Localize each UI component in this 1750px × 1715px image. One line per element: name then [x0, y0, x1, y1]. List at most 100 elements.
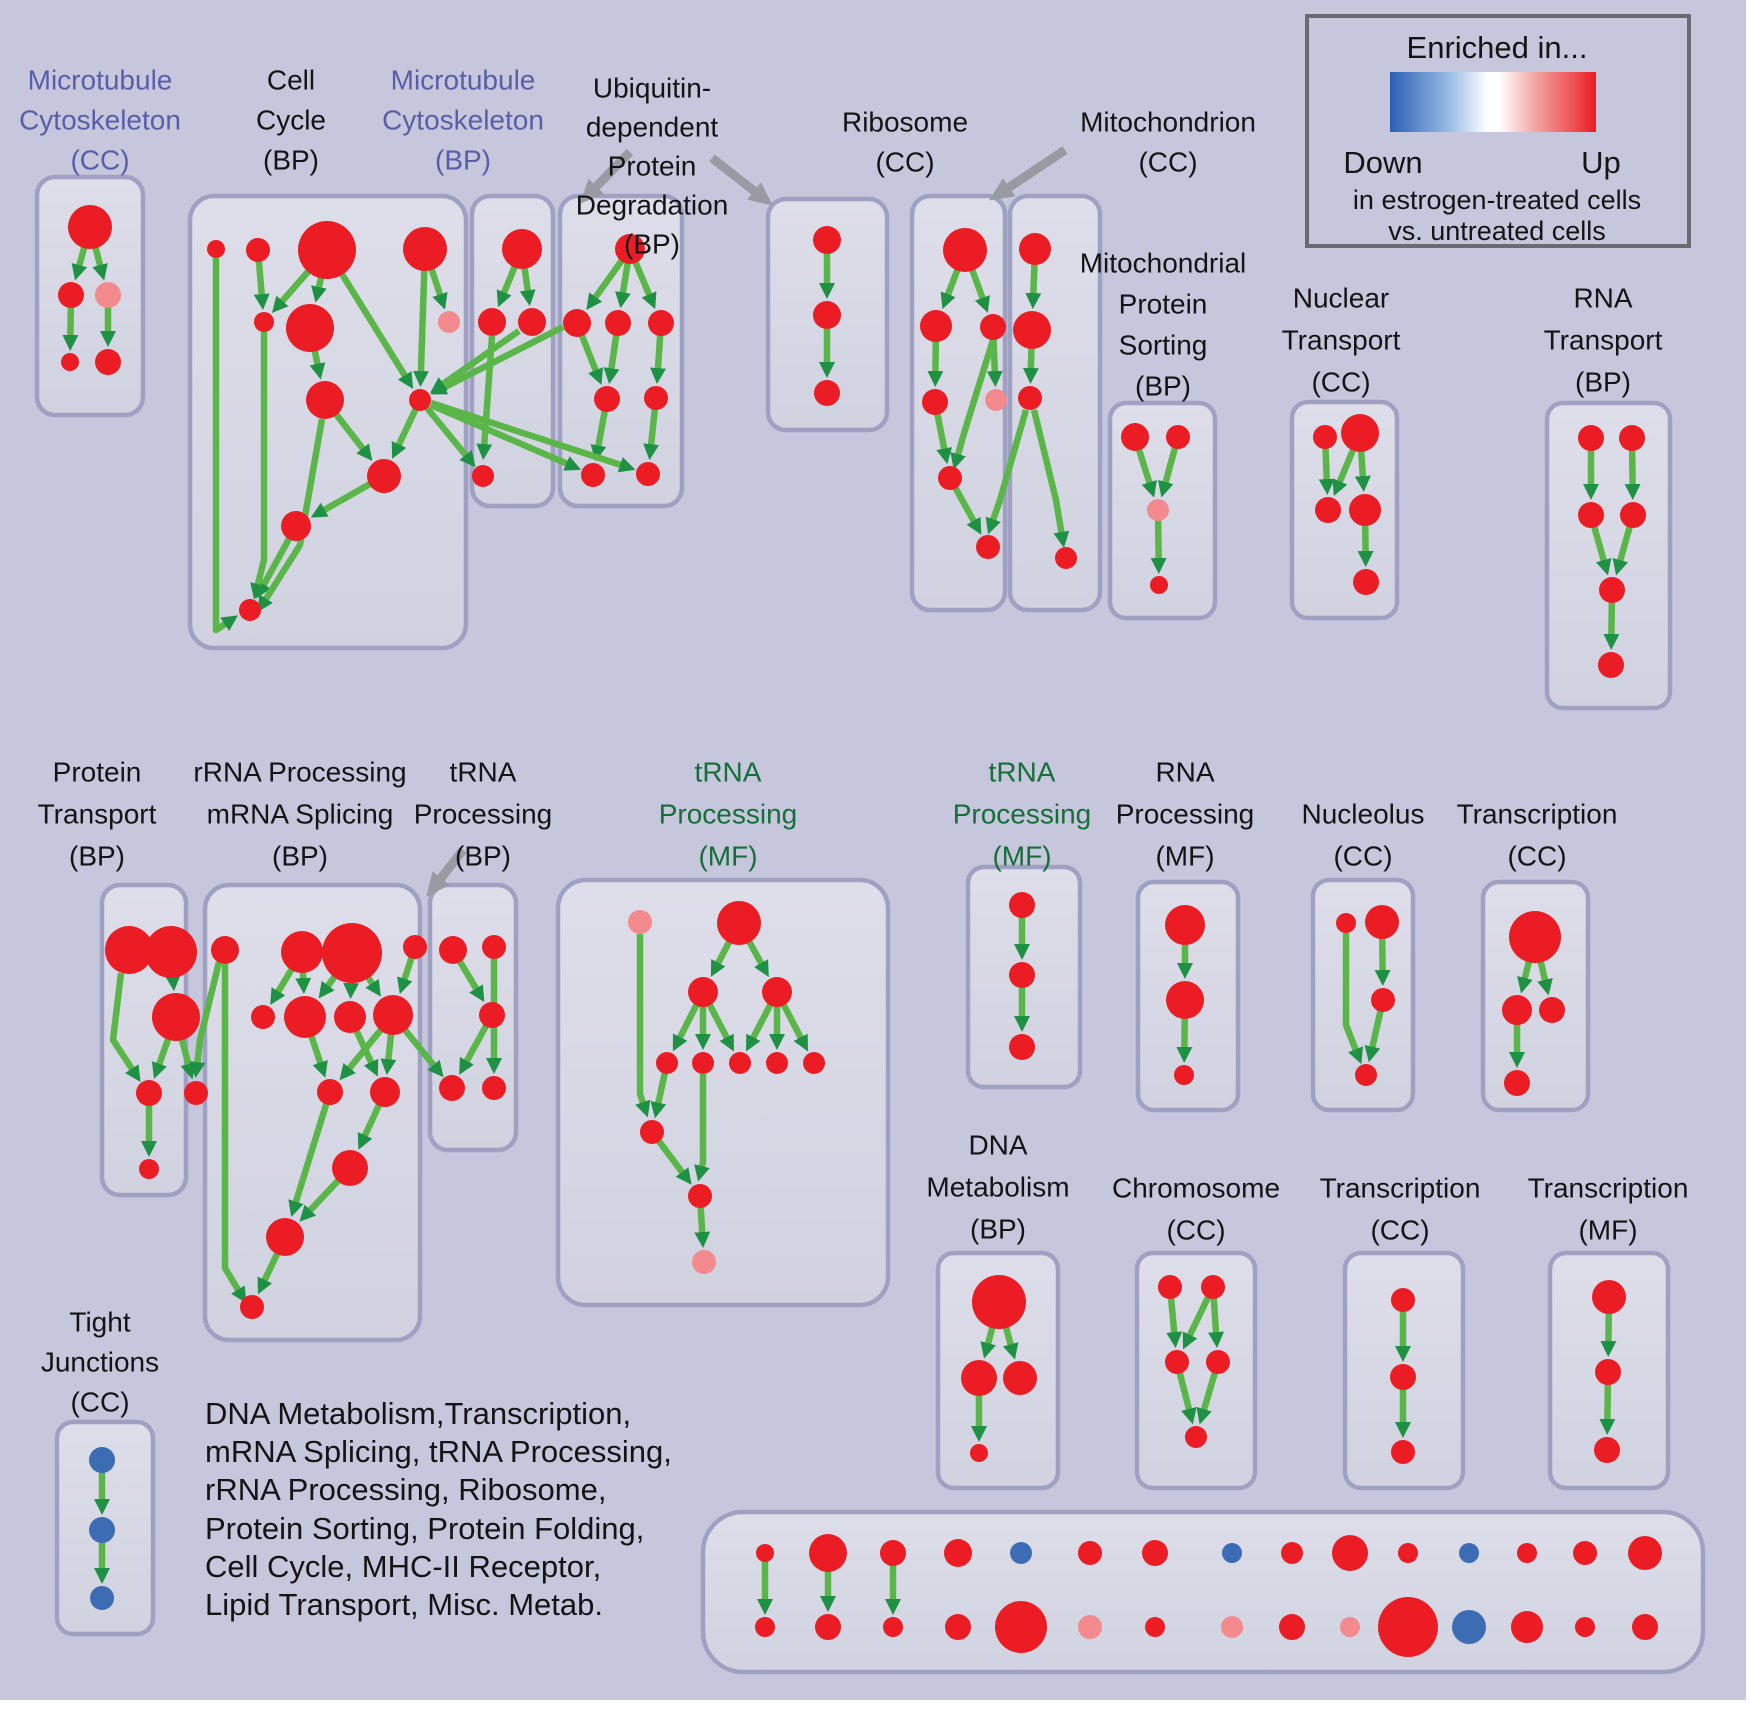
trna-bp-label: Processing [414, 799, 553, 830]
legend-gradient-bar [1390, 72, 1596, 132]
cell-cycle-edge [212, 258, 238, 634]
shared-terms-node-27 [1511, 1611, 1543, 1643]
chromosome-cc-node-0 [1158, 1275, 1182, 1299]
shared-terms-node-25 [1378, 1597, 1438, 1657]
protein-transport-edge [151, 1036, 172, 1079]
ubiquitin-label: Ubiquitin- [593, 73, 711, 104]
nuclear-transport-node-3 [1349, 494, 1381, 526]
cross-cluster-edge [429, 399, 636, 473]
cell-cycle-node-8 [409, 389, 431, 411]
trna-mf-a-edge [694, 1205, 711, 1249]
trna-mf-a-node-8 [803, 1052, 825, 1074]
protein-transport-label: (BP) [69, 841, 125, 872]
ubiquitin-b-node-1 [813, 301, 841, 329]
ubiquitin-a-edge [590, 409, 609, 462]
nuclear-transport-node-4 [1353, 569, 1379, 595]
transcription-cc-a-node-3 [1504, 1070, 1530, 1096]
chromosome-label: Chromosome [1112, 1173, 1280, 1204]
cell-cycle-edge [311, 275, 327, 303]
nucleolus-cc-node-1 [1365, 905, 1399, 939]
cell-cycle-edge [310, 480, 373, 518]
shared-terms-node-8 [1281, 1542, 1303, 1564]
transcription-cc-b-node-0 [1391, 1288, 1415, 1312]
microtubule-bp-label: (BP) [435, 145, 491, 176]
mitochondrion-cc-edge [1025, 262, 1042, 310]
shared-terms-node-29 [1632, 1614, 1658, 1640]
trna-mf-a-edge [706, 1002, 734, 1052]
trna-mf-b-label: tRNA [989, 757, 1056, 788]
protein-transport-node-2 [152, 993, 200, 1041]
rrna-mrna-label: (BP) [272, 841, 328, 872]
ubiquitin-a-node-1 [563, 309, 591, 337]
trna-mf-a-edge [635, 934, 651, 1118]
cell-cycle-edge [257, 418, 326, 613]
tight-junctions-label: Junctions [41, 1347, 159, 1378]
rrna-mrna-node-12 [240, 1295, 264, 1319]
legend: Enriched in... Down Up in estrogen-treat… [1305, 14, 1691, 248]
ubiquitin-a-node-4 [594, 386, 620, 412]
legend-caption-line2: vs. untreated cells [1388, 216, 1606, 246]
microtubule-cc-node-2 [95, 282, 121, 308]
cell-cycle-node-10 [281, 511, 311, 541]
cell-cycle-edge [332, 411, 373, 461]
mitochondrion-cc-node-0 [1019, 233, 1051, 265]
shared-terms-node-10 [1398, 1543, 1418, 1563]
ribosome-cc-node-2 [980, 314, 1006, 340]
legend-down-label: Down [1343, 145, 1422, 180]
microtubule-cc-node-0 [68, 205, 112, 249]
ubiquitin-a-node-6 [581, 463, 605, 487]
rrna-mrna-edge [318, 973, 339, 999]
rrna-mrna-node-11 [266, 1218, 304, 1256]
transcription-mf-edge [1599, 1382, 1616, 1436]
rrna-mrna-edge [380, 1032, 397, 1076]
trna-mf-a-box [555, 877, 891, 1308]
misc-line: DNA Metabolism,Transcription, [205, 1396, 631, 1431]
mito-sorting-label: Protein [1119, 289, 1208, 320]
rrna-mrna-node-8 [317, 1079, 343, 1105]
cross-cluster-edge [424, 405, 476, 468]
chromosome-cc-edge [1166, 1296, 1183, 1349]
chromosome-label: (CC) [1166, 1215, 1225, 1246]
rrna-mrna-node-3 [403, 935, 427, 959]
transcription-cc-a-label: (CC) [1507, 841, 1566, 872]
chromosome-cc-node-3 [1206, 1350, 1230, 1374]
trna-mf-a-edge [650, 1071, 669, 1119]
ubiquitin-a-edge [643, 407, 660, 461]
chromosome-cc-edge [1208, 1296, 1224, 1349]
ribosome-cc-node-6 [976, 535, 1000, 559]
trna-bp-edge [456, 958, 485, 1003]
rrna-mrna-node-0 [211, 936, 239, 964]
trna-mf-a-node-7 [766, 1052, 788, 1074]
trna-bp-node-4 [482, 1076, 506, 1100]
rna-transport-label: Transport [1544, 325, 1663, 356]
cell-cycle-label: Cell [267, 65, 315, 96]
misc-line: Lipid Transport, Misc. Metab. [205, 1587, 603, 1622]
nucleolus-cc-edge [1364, 1009, 1384, 1063]
cross-cluster-edge [189, 961, 223, 1078]
microtubule-bp-label: Microtubule [391, 65, 536, 96]
shared-terms-node-11 [1459, 1543, 1479, 1563]
legend-caption-line1: in estrogen-treated cells [1353, 185, 1641, 215]
tight-junctions-node-2 [90, 1586, 114, 1610]
ubiquitin-a-edge [603, 333, 620, 385]
trna-mf-a-node-9 [640, 1120, 664, 1144]
ribosome-cc-node-4 [985, 389, 1007, 411]
trna-bp-label: tRNA [450, 757, 517, 788]
rna-transport-edge [1624, 448, 1641, 501]
label-pointer-arrow [989, 146, 1068, 201]
ubiquitin-a-edge [650, 333, 666, 385]
rna-processing-mf-label: Processing [1116, 799, 1255, 830]
microtubule-bp-node-1 [478, 308, 506, 336]
shared-terms-node-17 [883, 1617, 903, 1637]
transcription-cc-a-edge [1537, 959, 1553, 996]
protein-transport-label: Transport [38, 799, 157, 830]
protein-transport-edge [109, 972, 141, 1083]
nuclear-transport-label: Transport [1282, 325, 1401, 356]
chromosome-cc-edge [1182, 1294, 1212, 1350]
dna-metabolism-edge [1002, 1325, 1019, 1360]
rna-transport-label: (BP) [1575, 367, 1631, 398]
cell-cycle-edge [256, 535, 293, 599]
tight-junctions-label: Tight [69, 1307, 130, 1338]
cell-cycle-label: Cycle [256, 105, 326, 136]
